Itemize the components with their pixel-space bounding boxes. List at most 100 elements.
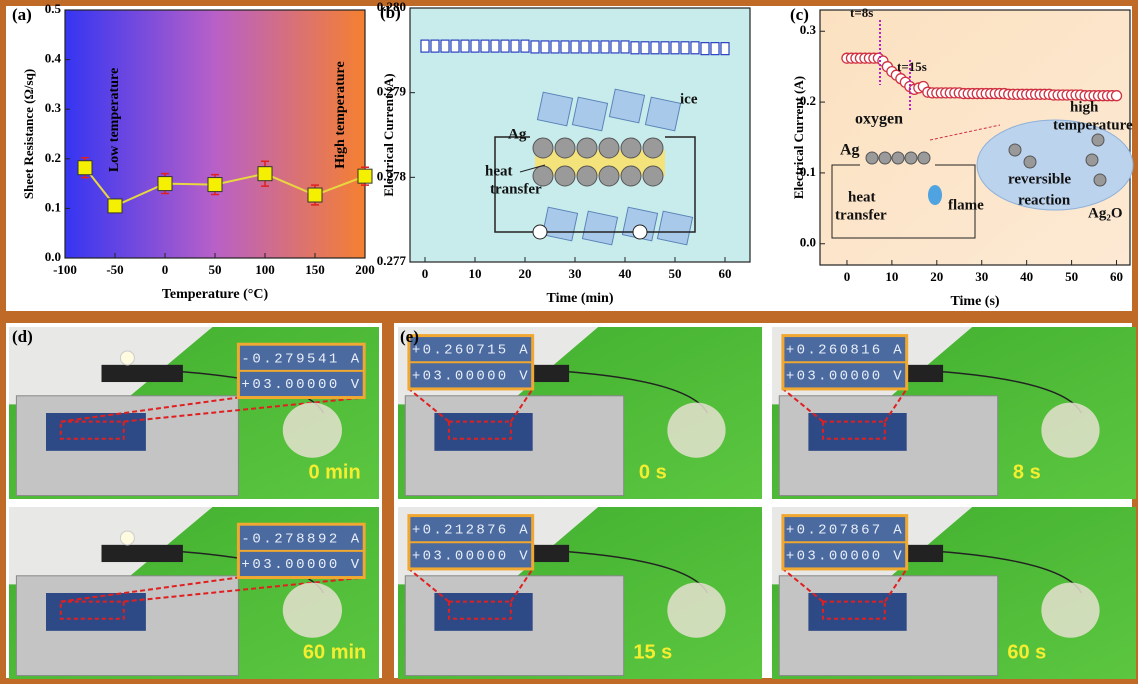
annotation: high xyxy=(1070,99,1099,115)
ag-atom xyxy=(621,138,641,158)
time-label: 60 min xyxy=(303,641,366,663)
voltage-reading: +03.00000 V xyxy=(786,368,902,384)
lamp-base xyxy=(102,545,183,562)
marker xyxy=(78,161,92,175)
y-tick-label: 0.2 xyxy=(45,150,61,165)
annotation: transfer xyxy=(835,207,887,223)
marker xyxy=(641,42,649,54)
ag-atom xyxy=(577,166,597,186)
photo: +0.260715 A+03.00000 V0 s xyxy=(398,327,762,499)
y-tick-label: 0.277 xyxy=(377,253,407,268)
panel-label: (d) xyxy=(12,327,33,346)
x-tick-label: 20 xyxy=(930,269,943,284)
annotation: temperature xyxy=(1053,117,1133,133)
ag-atom xyxy=(599,166,619,186)
voltage-reading: +03.00000 V xyxy=(412,548,528,564)
marker xyxy=(651,42,659,54)
marker xyxy=(208,178,222,192)
photo: -0.279541 A+03.00000 V0 min xyxy=(9,327,379,499)
time-label: 0 s xyxy=(639,461,667,483)
x-tick-label: 20 xyxy=(519,266,532,281)
ice-cube xyxy=(582,211,617,245)
marker xyxy=(551,41,559,53)
y-tick-label: 0.5 xyxy=(45,1,62,16)
marker xyxy=(258,167,272,181)
annotation: Ag xyxy=(840,142,860,159)
photo: -0.278892 A +03.00000 V 60 min xyxy=(9,507,379,679)
y-axis-label: Electrical Current (A) xyxy=(381,73,396,196)
flame xyxy=(928,185,942,205)
x-tick-label: 30 xyxy=(569,266,582,281)
marker xyxy=(621,41,629,53)
ag-atom xyxy=(555,166,575,186)
current-reading: -0.279541 A xyxy=(241,351,359,367)
lamp xyxy=(633,225,647,239)
x-tick-label: 200 xyxy=(355,262,375,277)
marker xyxy=(581,41,589,53)
marker xyxy=(421,40,429,52)
marker xyxy=(531,41,539,53)
atom xyxy=(1086,154,1098,166)
marker xyxy=(721,43,729,55)
ice-cube xyxy=(542,207,577,241)
lamp xyxy=(120,351,134,365)
current-reading: -0.278892 A xyxy=(241,531,359,547)
ag-atom xyxy=(643,138,663,158)
annotation: Low temperature xyxy=(107,68,122,172)
ice-cube xyxy=(657,211,692,245)
y-tick-label: 0.280 xyxy=(377,0,406,14)
atom xyxy=(1092,134,1104,146)
photo: +0.212876 A+03.00000 V15 s xyxy=(398,507,762,679)
ag-atom xyxy=(918,152,930,164)
ag-atom xyxy=(621,166,641,186)
x-axis-label: Temperature (°C) xyxy=(162,287,269,302)
marker xyxy=(571,41,579,53)
chart: (a)-100-500501001502000.00.10.20.30.40.5… xyxy=(12,1,375,302)
annotation: t=8s xyxy=(850,5,873,20)
marker xyxy=(591,41,599,53)
ag-atom xyxy=(599,138,619,158)
y-tick-label: 0.1 xyxy=(45,199,61,214)
annotation: High temperature xyxy=(333,61,348,168)
marker xyxy=(521,40,529,52)
sample xyxy=(1041,583,1099,638)
time-label: 60 s xyxy=(1007,641,1046,663)
marker xyxy=(471,40,479,52)
current-reading: +0.207867 A xyxy=(786,523,902,539)
annotation: oxygen xyxy=(855,111,903,128)
ammeter xyxy=(533,225,547,239)
x-tick-label: 10 xyxy=(885,269,898,284)
ice-cube xyxy=(609,89,644,123)
annotation: Ag₂O xyxy=(1088,205,1123,221)
y-axis-label: Electrical Current (A) xyxy=(791,76,806,199)
marker xyxy=(308,188,322,202)
voltage-reading: +03.00000 V xyxy=(241,557,359,573)
y-tick-label: 0.4 xyxy=(45,51,62,66)
x-tick-label: 100 xyxy=(255,262,275,277)
marker xyxy=(611,41,619,53)
x-tick-label: 50 xyxy=(669,266,682,281)
marker xyxy=(491,40,499,52)
marker xyxy=(701,43,709,55)
time-label: 15 s xyxy=(633,641,672,663)
x-tick-label: -50 xyxy=(106,262,123,277)
ag-atom xyxy=(643,166,663,186)
ag-atom xyxy=(555,138,575,158)
figure: (a)-100-500501001502000.00.10.20.30.40.5… xyxy=(0,0,1138,684)
marker xyxy=(461,40,469,52)
sample xyxy=(1041,403,1099,458)
x-tick-label: 10 xyxy=(469,266,482,281)
y-tick-label: 0.0 xyxy=(45,249,61,264)
marker xyxy=(511,40,519,52)
lamp xyxy=(120,531,134,545)
y-axis-label: Sheet Resistance (Ω/sq) xyxy=(21,69,36,199)
marker xyxy=(481,40,489,52)
voltage-reading: +03.00000 V xyxy=(412,368,528,384)
marker xyxy=(158,177,172,191)
ag-atom xyxy=(879,152,891,164)
x-tick-label: 50 xyxy=(1065,269,1078,284)
annotation: reversible xyxy=(1008,171,1071,187)
marker xyxy=(561,41,569,53)
sample xyxy=(283,403,342,458)
marker xyxy=(631,42,639,54)
